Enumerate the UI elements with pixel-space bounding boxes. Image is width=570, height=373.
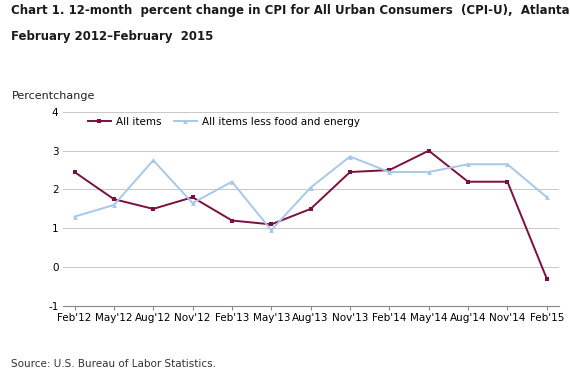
All items less food and energy [347, 154, 353, 159]
Line: All items less food and energy: All items less food and energy [72, 154, 549, 233]
All items less food and energy [268, 228, 275, 232]
All items less food and energy [386, 170, 393, 174]
All items [465, 179, 471, 184]
Legend: All items, All items less food and energy: All items, All items less food and energ… [88, 117, 360, 127]
All items less food and energy [111, 203, 117, 207]
All items less food and energy [465, 162, 471, 166]
All items less food and energy [543, 195, 550, 200]
All items [307, 207, 314, 211]
All items [347, 170, 353, 174]
All items [150, 207, 157, 211]
All items [543, 276, 550, 281]
All items [111, 197, 117, 201]
All items [229, 218, 235, 223]
Text: Source: U.S. Bureau of Labor Statistics.: Source: U.S. Bureau of Labor Statistics. [11, 359, 217, 369]
All items less food and energy [71, 214, 78, 219]
All items less food and energy [229, 179, 235, 184]
Text: Chart 1. 12-month  percent change in CPI for All Urban Consumers  (CPI-U),  Atla: Chart 1. 12-month percent change in CPI … [11, 4, 570, 17]
All items [71, 170, 78, 174]
All items [425, 148, 432, 153]
All items less food and energy [307, 185, 314, 190]
All items [268, 222, 275, 227]
Text: Percentchange: Percentchange [11, 91, 95, 101]
All items less food and energy [150, 158, 157, 163]
All items [386, 168, 393, 172]
Line: All items: All items [72, 148, 549, 281]
All items less food and energy [425, 170, 432, 174]
All items [504, 179, 511, 184]
All items less food and energy [189, 201, 196, 205]
Text: February 2012–February  2015: February 2012–February 2015 [11, 30, 214, 43]
All items less food and energy [504, 162, 511, 166]
All items [189, 195, 196, 200]
